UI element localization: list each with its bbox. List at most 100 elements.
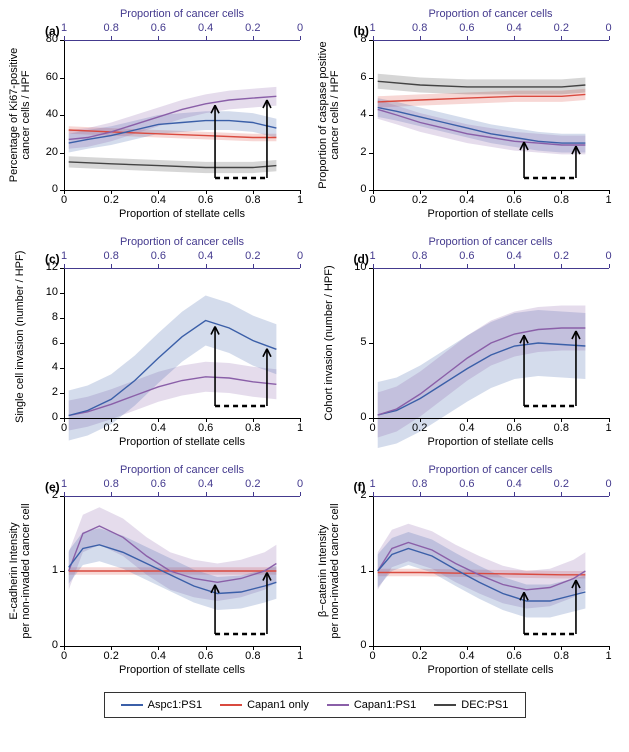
- xtick-top-label: 0.6: [146, 22, 170, 34]
- xtick-top-label: 0.4: [502, 22, 526, 34]
- xtick-top-label: 0.2: [241, 478, 265, 490]
- x-axis-top-label: Proportion of cancer cells: [373, 236, 609, 248]
- ytick-label: 12: [36, 261, 58, 273]
- ytick-label: 2: [36, 489, 58, 501]
- xtick-top-label: 0.4: [194, 250, 218, 262]
- xtick-top-label: 0.4: [194, 478, 218, 490]
- xtick-label: 0.6: [504, 650, 524, 662]
- xtick-label: 0.2: [410, 650, 430, 662]
- x-axis-top-label: Proportion of cancer cells: [373, 8, 609, 20]
- xtick-label: 0: [363, 422, 383, 434]
- legend-swatch: [121, 704, 143, 706]
- legend-label: Capan1:PS1: [354, 699, 416, 711]
- xtick-top-label: 0.8: [408, 22, 432, 34]
- xtick-label: 1: [290, 194, 310, 206]
- xtick-top-label: 0.8: [99, 250, 123, 262]
- xtick-top-label: 0: [288, 250, 312, 262]
- panel-f: (f)00.20.40.60.8110.80.60.40.20012Propor…: [319, 466, 619, 686]
- plot-area: 00.20.40.60.8110.80.60.40.200510Proporti…: [373, 268, 609, 418]
- xtick-label: 0.8: [551, 422, 571, 434]
- plot-area: 00.20.40.60.8110.80.60.40.20024681012Pro…: [64, 268, 300, 418]
- y-axis-label: E-cadherin Intensityper non-invaded canc…: [8, 491, 32, 651]
- legend-swatch: [327, 704, 349, 706]
- y-axis-label: Cohort invasion (number / HPF): [323, 263, 335, 423]
- plot-area: 00.20.40.60.8110.80.60.40.20012Proportio…: [64, 496, 300, 646]
- panel-d: (d)00.20.40.60.8110.80.60.40.200510Propo…: [319, 238, 619, 458]
- xtick-top-label: 0.2: [241, 250, 265, 262]
- ytick-label: 80: [36, 33, 58, 45]
- xtick-label: 0.4: [148, 422, 168, 434]
- ytick-label: 8: [345, 33, 367, 45]
- ytick-label: 0: [345, 639, 367, 651]
- xtick-label: 0.8: [243, 422, 263, 434]
- xtick-label: 0: [54, 194, 74, 206]
- xtick-label: 0.8: [551, 194, 571, 206]
- xtick-top-label: 0: [597, 478, 621, 490]
- ytick-label: 8: [36, 311, 58, 323]
- legend-label: Aspc1:PS1: [148, 699, 202, 711]
- xtick-label: 0.4: [457, 194, 477, 206]
- xtick-label: 0.4: [457, 650, 477, 662]
- plot-area: 00.20.40.60.8110.80.60.40.2002468Proport…: [373, 40, 609, 190]
- xtick-top-label: 0: [597, 22, 621, 34]
- ytick-label: 4: [345, 108, 367, 120]
- xtick-label: 1: [599, 422, 619, 434]
- panel-b: (b)00.20.40.60.8110.80.60.40.2002468Prop…: [319, 10, 619, 230]
- xtick-top-label: 0.6: [455, 22, 479, 34]
- xtick-label: 0.2: [101, 650, 121, 662]
- panel-a: (a)00.20.40.60.8110.80.60.40.20020406080…: [10, 10, 310, 230]
- xtick-top-label: 0.8: [99, 478, 123, 490]
- xtick-label: 0: [54, 422, 74, 434]
- ytick-label: 2: [345, 146, 367, 158]
- ytick-label: 4: [36, 361, 58, 373]
- panel-c: (c)00.20.40.60.8110.80.60.40.20024681012…: [10, 238, 310, 458]
- xtick-label: 0.4: [148, 194, 168, 206]
- xtick-top-label: 0.4: [502, 250, 526, 262]
- x-axis-top-label: Proportion of cancer cells: [64, 236, 300, 248]
- ytick-label: 2: [345, 489, 367, 501]
- ytick-label: 0: [345, 411, 367, 423]
- y-axis-label: Percentage of Ki67-positivecancer cells …: [8, 35, 32, 195]
- legend-swatch: [220, 704, 242, 706]
- ytick-label: 40: [36, 108, 58, 120]
- xtick-label: 1: [290, 422, 310, 434]
- xtick-top-label: 0.6: [146, 478, 170, 490]
- ytick-label: 0: [36, 411, 58, 423]
- xtick-label: 0.6: [504, 194, 524, 206]
- xtick-label: 0.8: [243, 194, 263, 206]
- xtick-top-label: 0.8: [408, 250, 432, 262]
- ytick-label: 60: [36, 71, 58, 83]
- legend-swatch: [434, 704, 456, 706]
- legend-item: DEC:PS1: [434, 699, 508, 711]
- y-axis-label: β−catenin Intensityper non-invaded cance…: [317, 491, 341, 651]
- legend-label: DEC:PS1: [461, 699, 508, 711]
- xtick-label: 0.4: [148, 650, 168, 662]
- ytick-label: 0: [345, 183, 367, 195]
- xtick-label: 0.6: [504, 422, 524, 434]
- y-axis-label: Single cell invasion (number / HPF): [14, 263, 26, 423]
- plot-area: 00.20.40.60.8110.80.60.40.20012Proportio…: [373, 496, 609, 646]
- x-axis-label: Proportion of stellate cells: [64, 436, 300, 448]
- ytick-label: 20: [36, 146, 58, 158]
- legend-item: Capan1:PS1: [327, 699, 416, 711]
- xtick-top-label: 0.6: [455, 478, 479, 490]
- x-axis-label: Proportion of stellate cells: [373, 664, 609, 676]
- plot-area: 00.20.40.60.8110.80.60.40.20020406080Pro…: [64, 40, 300, 190]
- xtick-top-label: 0.2: [549, 478, 573, 490]
- x-axis-top-label: Proportion of cancer cells: [373, 464, 609, 476]
- x-axis-top-label: Proportion of cancer cells: [64, 8, 300, 20]
- xtick-top-label: 0.6: [455, 250, 479, 262]
- xtick-top-label: 0.4: [194, 22, 218, 34]
- ytick-label: 0: [36, 639, 58, 651]
- panel-e: (e)00.20.40.60.8110.80.60.40.20012Propor…: [10, 466, 310, 686]
- xtick-label: 0.6: [196, 422, 216, 434]
- ytick-label: 5: [345, 336, 367, 348]
- xtick-label: 0.8: [243, 650, 263, 662]
- xtick-label: 0: [54, 650, 74, 662]
- xtick-label: 0.8: [551, 650, 571, 662]
- ytick-label: 6: [345, 71, 367, 83]
- xtick-top-label: 0: [288, 478, 312, 490]
- xtick-label: 1: [290, 650, 310, 662]
- xtick-label: 0.2: [410, 422, 430, 434]
- xtick-label: 0: [363, 194, 383, 206]
